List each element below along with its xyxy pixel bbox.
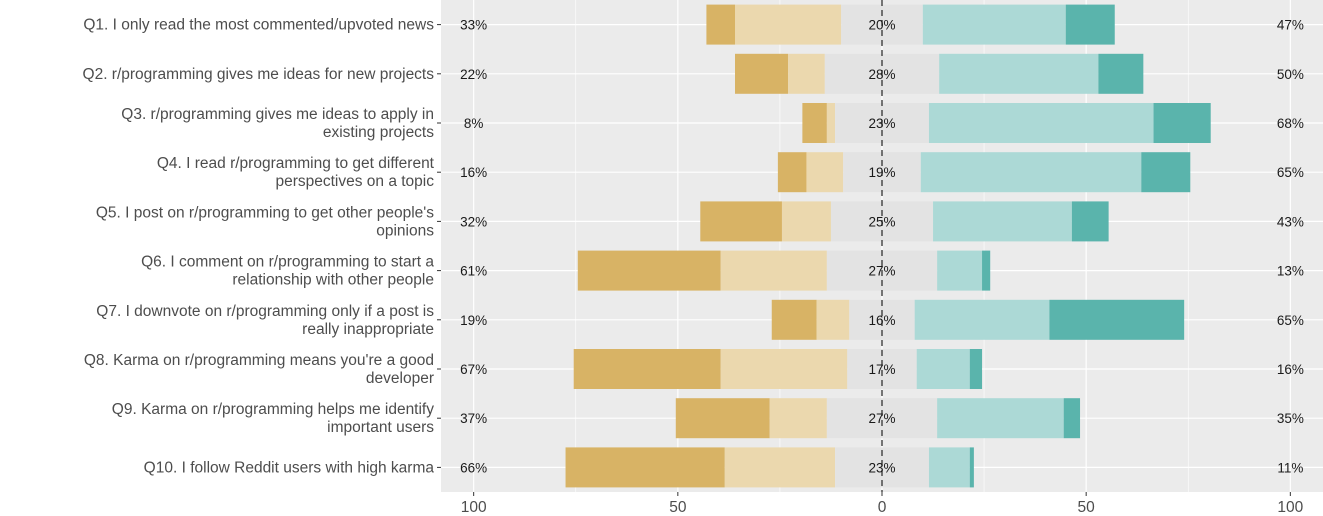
right-percent-label: 13% xyxy=(1277,264,1304,279)
disagree-bar xyxy=(826,103,836,143)
disagree-bar xyxy=(781,201,831,242)
center-percent-label: 27% xyxy=(868,411,895,426)
strongly-agree-bar xyxy=(1063,398,1081,439)
question-labels: Q1. I only read the most commented/upvot… xyxy=(83,17,441,476)
left-percent-label: 37% xyxy=(460,411,487,426)
question-label: developer xyxy=(366,370,434,387)
right-percent-label: 50% xyxy=(1277,67,1304,82)
right-percent-label: 43% xyxy=(1277,214,1304,229)
question-label: opinions xyxy=(376,222,434,239)
left-percent-label: 32% xyxy=(460,214,487,229)
question-label: Q3. r/programming gives me ideas to appl… xyxy=(121,106,434,123)
left-percent-label: 66% xyxy=(460,460,487,475)
question-label: relationship with other people xyxy=(232,272,434,289)
center-percent-label: 27% xyxy=(868,264,895,279)
left-percent-label: 8% xyxy=(464,116,484,131)
disagree-bar xyxy=(816,299,850,340)
right-percent-label: 65% xyxy=(1277,165,1304,180)
center-percent-labels: 20% 28% 23% 19% 25% 27% 16% 17% 27% 23% xyxy=(868,18,895,476)
disagree-bar xyxy=(735,4,842,45)
strongly-agree-bar xyxy=(1071,201,1109,242)
disagree-bar xyxy=(720,250,827,291)
right-percent-label: 65% xyxy=(1277,313,1304,328)
strongly-agree-bar xyxy=(1065,4,1115,45)
center-percent-label: 20% xyxy=(868,18,895,33)
x-tick-label: 50 xyxy=(1078,499,1096,516)
disagree-bar xyxy=(769,398,827,439)
strongly-disagree-bar xyxy=(771,299,817,340)
disagree-bar xyxy=(806,152,844,193)
question-label: really inappropriate xyxy=(302,321,434,338)
strongly-disagree-bar xyxy=(573,349,721,389)
agree-bar xyxy=(920,152,1142,193)
left-percent-label: 61% xyxy=(460,264,487,279)
strongly-agree-bar xyxy=(1098,53,1144,94)
question-label: important users xyxy=(327,419,434,436)
question-label: Q9. Karma on r/programming helps me iden… xyxy=(112,401,434,418)
question-label: Q6. I comment on r/programming to start … xyxy=(141,254,434,271)
question-label: Q1. I only read the most commented/upvot… xyxy=(83,17,434,34)
center-percent-label: 17% xyxy=(868,362,895,377)
question-label: Q2. r/programming gives me ideas for new… xyxy=(83,66,435,83)
right-percent-label: 35% xyxy=(1277,411,1304,426)
strongly-agree-bar xyxy=(969,447,974,488)
center-percent-label: 28% xyxy=(868,67,895,82)
strongly-disagree-bar xyxy=(565,447,725,488)
left-percent-label: 33% xyxy=(460,18,487,33)
agree-bar xyxy=(922,4,1066,45)
agree-bar xyxy=(928,103,1154,143)
right-percent-label: 68% xyxy=(1277,116,1304,131)
right-percent-label: 47% xyxy=(1277,18,1304,33)
disagree-bar xyxy=(720,349,848,389)
disagree-bar xyxy=(724,447,836,488)
question-label: Q4. I read r/programming to get differen… xyxy=(157,155,435,172)
question-label: Q10. I follow Reddit users with high kar… xyxy=(144,459,435,476)
agree-bar xyxy=(939,53,1099,94)
agree-bar xyxy=(937,398,1064,439)
left-percent-label: 22% xyxy=(460,67,487,82)
left-percent-labels: 33% 22% 8% 16% 32% 61% 19% 67% 37% 66% xyxy=(460,18,487,476)
strongly-agree-bar xyxy=(1141,152,1191,193)
agree-bar xyxy=(916,349,970,389)
strongly-disagree-bar xyxy=(577,250,721,291)
x-tick-label: 0 xyxy=(878,499,887,516)
question-label: Q7. I downvote on r/programming only if … xyxy=(96,303,434,320)
question-label: Q8. Karma on r/programming means you're … xyxy=(84,352,434,369)
x-axis-ticks: 100 50 0 50 100 xyxy=(461,492,1304,516)
strongly-disagree-bar xyxy=(802,103,827,143)
agree-bar xyxy=(933,201,1072,242)
x-tick-label: 100 xyxy=(1277,499,1303,516)
strongly-disagree-bar xyxy=(777,152,807,193)
agree-bar xyxy=(914,299,1050,340)
left-percent-label: 16% xyxy=(460,165,487,180)
strongly-disagree-bar xyxy=(706,4,735,45)
center-percent-label: 25% xyxy=(868,214,895,229)
center-percent-label: 23% xyxy=(868,460,895,475)
strongly-agree-bar xyxy=(1049,299,1185,340)
strongly-agree-bar xyxy=(982,250,991,291)
bars xyxy=(565,4,1211,488)
strongly-disagree-bar xyxy=(675,398,770,439)
question-label: Q5. I post on r/programming to get other… xyxy=(96,204,434,221)
left-percent-label: 19% xyxy=(460,313,487,328)
disagree-bar xyxy=(788,53,825,94)
right-percent-label: 16% xyxy=(1277,362,1304,377)
agree-bar xyxy=(937,250,983,291)
strongly-agree-bar xyxy=(969,349,983,389)
center-percent-label: 23% xyxy=(868,116,895,131)
right-percent-labels: 47% 50% 68% 65% 43% 13% 65% 16% 35% 11% xyxy=(1277,18,1304,476)
question-label: existing projects xyxy=(323,124,434,141)
agree-bar xyxy=(928,447,970,488)
question-label: perspectives on a topic xyxy=(275,173,434,190)
center-percent-label: 19% xyxy=(868,165,895,180)
strongly-agree-bar xyxy=(1153,103,1211,143)
center-percent-label: 16% xyxy=(868,313,895,328)
right-percent-label: 11% xyxy=(1277,460,1303,475)
x-tick-label: 50 xyxy=(669,499,687,516)
x-tick-label: 100 xyxy=(461,499,487,516)
strongly-disagree-bar xyxy=(735,53,789,94)
strongly-disagree-bar xyxy=(700,201,782,242)
left-percent-label: 67% xyxy=(460,362,487,377)
